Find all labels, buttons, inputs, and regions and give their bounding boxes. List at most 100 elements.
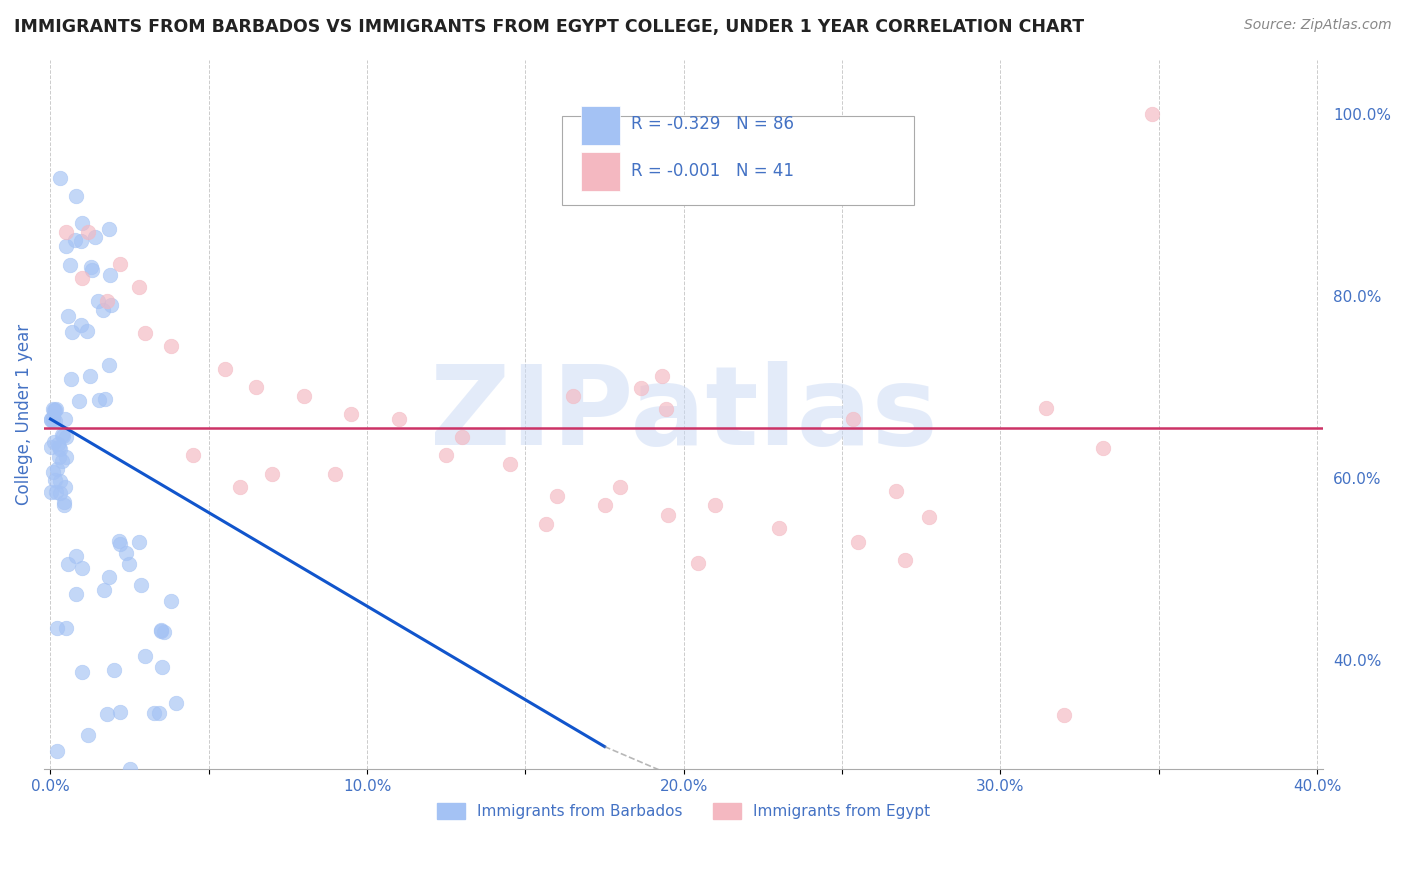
Point	[917, 510, 939, 524]
Point	[52, 429, 75, 443]
Point	[39, 412, 62, 426]
Point	[70, 216, 93, 230]
Point	[609, 480, 631, 494]
Point	[42, 402, 65, 417]
Point	[118, 557, 141, 571]
Point	[55, 430, 77, 444]
Point	[451, 430, 474, 444]
Point	[83, 230, 105, 244]
Point	[82, 263, 104, 277]
Point	[534, 516, 557, 531]
Point	[96, 706, 118, 721]
Point	[41, 414, 63, 428]
Point	[55, 621, 77, 635]
Point	[44, 473, 66, 487]
Point	[65, 189, 87, 203]
Point	[262, 467, 284, 481]
Point	[688, 556, 710, 570]
Point	[108, 257, 131, 271]
Point	[45, 744, 67, 758]
Point	[846, 534, 869, 549]
Point	[51, 427, 73, 442]
Point	[49, 442, 72, 456]
Point	[98, 268, 121, 283]
Point	[87, 392, 110, 407]
Point	[69, 318, 91, 333]
Point	[128, 280, 150, 294]
Point	[292, 389, 315, 403]
Point	[1035, 401, 1057, 416]
Point	[42, 435, 65, 450]
Legend: Immigrants from Barbados, Immigrants from Egypt: Immigrants from Barbados, Immigrants fro…	[432, 797, 936, 825]
Point	[214, 362, 236, 376]
Point	[1053, 707, 1076, 722]
Point	[148, 706, 170, 721]
Point	[55, 411, 77, 425]
Point	[60, 325, 83, 339]
Point	[48, 441, 70, 455]
Point	[45, 621, 67, 635]
Point	[80, 260, 103, 275]
Point	[55, 226, 77, 240]
Point	[67, 393, 90, 408]
Point	[58, 557, 80, 571]
Point	[546, 489, 568, 503]
Point	[55, 450, 77, 464]
Point	[593, 499, 616, 513]
Point	[229, 480, 252, 494]
Point	[150, 624, 173, 638]
Point	[63, 233, 86, 247]
Point	[52, 498, 75, 512]
Point	[98, 570, 121, 584]
Point	[657, 508, 679, 522]
Point	[56, 309, 79, 323]
Point	[1091, 442, 1114, 456]
Point	[651, 368, 673, 383]
Point	[434, 449, 457, 463]
Point	[77, 728, 100, 742]
Point	[44, 403, 66, 417]
Point	[41, 411, 63, 425]
Point	[630, 381, 652, 395]
Point	[134, 648, 156, 663]
Point	[498, 458, 520, 472]
Text: R = -0.329   N = 86: R = -0.329 N = 86	[631, 115, 794, 133]
Point	[46, 437, 69, 451]
Point	[42, 409, 65, 424]
Point	[159, 339, 181, 353]
Point	[108, 536, 131, 550]
Point	[894, 553, 917, 567]
Point	[76, 324, 98, 338]
Point	[704, 499, 727, 513]
Point	[93, 583, 115, 598]
Point	[159, 594, 181, 608]
Point	[97, 222, 120, 236]
Text: IMMIGRANTS FROM BARBADOS VS IMMIGRANTS FROM EGYPT COLLEGE, UNDER 1 YEAR CORRELAT: IMMIGRANTS FROM BARBADOS VS IMMIGRANTS F…	[14, 18, 1084, 36]
Point	[53, 495, 76, 509]
Point	[41, 440, 63, 454]
Point	[842, 412, 865, 426]
Point	[45, 401, 67, 416]
Point	[96, 293, 118, 308]
Text: R = -0.001   N = 41: R = -0.001 N = 41	[631, 162, 794, 180]
Point	[70, 665, 93, 679]
Point	[98, 358, 121, 372]
FancyBboxPatch shape	[581, 152, 620, 191]
Point	[44, 414, 66, 428]
Point	[51, 453, 73, 467]
Point	[70, 234, 93, 248]
Point	[91, 302, 114, 317]
Point	[70, 271, 93, 285]
Point	[65, 587, 87, 601]
Point	[59, 372, 82, 386]
Point	[134, 326, 156, 340]
Point	[103, 663, 125, 677]
Point	[388, 412, 411, 426]
Point	[39, 484, 62, 499]
Point	[150, 624, 173, 638]
Point	[79, 369, 101, 384]
Point	[129, 578, 152, 592]
Point	[77, 226, 100, 240]
Point	[70, 561, 93, 575]
Point	[108, 534, 131, 549]
